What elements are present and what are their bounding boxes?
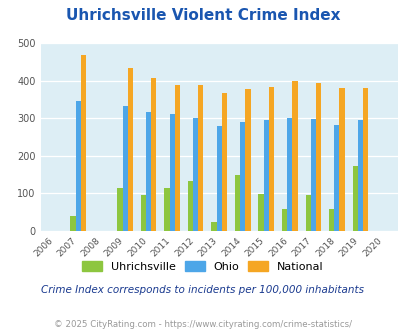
Legend: Uhrichsville, Ohio, National: Uhrichsville, Ohio, National	[77, 256, 328, 276]
Bar	[188, 182, 193, 231]
Bar	[141, 195, 146, 231]
Bar	[281, 209, 286, 231]
Bar	[164, 188, 169, 231]
Bar	[81, 55, 86, 231]
Bar	[333, 125, 339, 231]
Bar	[221, 93, 226, 231]
Text: Crime Index corresponds to incidents per 100,000 inhabitants: Crime Index corresponds to incidents per…	[41, 285, 364, 295]
Bar	[305, 194, 310, 231]
Bar	[234, 175, 240, 231]
Bar	[245, 89, 250, 231]
Bar	[193, 118, 198, 231]
Bar	[169, 115, 175, 231]
Bar	[258, 194, 263, 231]
Bar	[268, 87, 273, 231]
Bar	[216, 126, 221, 231]
Bar	[263, 120, 268, 231]
Bar	[362, 88, 367, 231]
Bar	[352, 166, 357, 231]
Text: Uhrichsville Violent Crime Index: Uhrichsville Violent Crime Index	[66, 8, 339, 23]
Bar	[75, 101, 81, 231]
Bar	[151, 78, 156, 231]
Text: © 2025 CityRating.com - https://www.cityrating.com/crime-statistics/: © 2025 CityRating.com - https://www.city…	[54, 320, 351, 329]
Bar	[310, 119, 315, 231]
Bar	[198, 85, 203, 231]
Bar	[328, 209, 333, 231]
Bar	[339, 88, 344, 231]
Bar	[122, 106, 128, 231]
Bar	[128, 69, 133, 231]
Bar	[175, 85, 179, 231]
Bar	[315, 83, 320, 231]
Bar	[292, 81, 297, 231]
Bar	[286, 118, 292, 231]
Bar	[146, 112, 151, 231]
Bar	[357, 120, 362, 231]
Bar	[70, 216, 75, 231]
Bar	[117, 188, 122, 231]
Bar	[211, 222, 216, 231]
Bar	[240, 122, 245, 231]
